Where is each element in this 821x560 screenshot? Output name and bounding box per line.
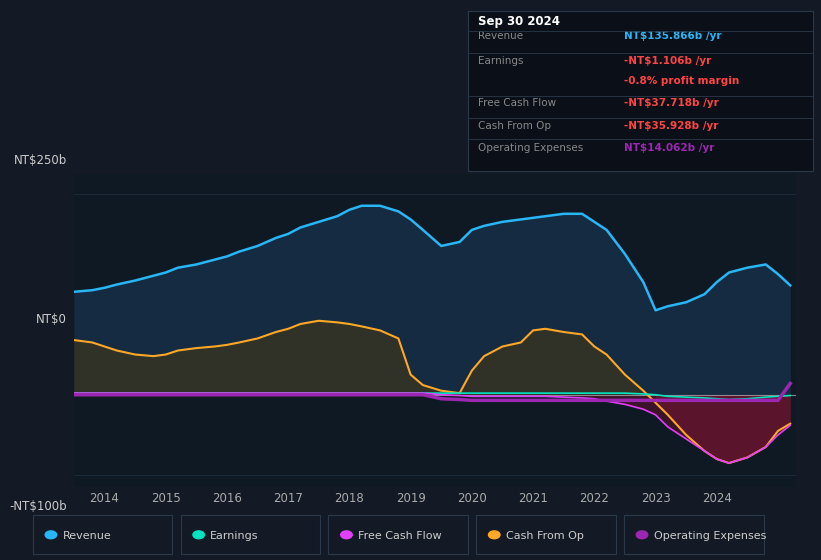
Text: Earnings: Earnings (478, 57, 523, 67)
Text: Operating Expenses: Operating Expenses (654, 531, 766, 542)
Text: Sep 30 2024: Sep 30 2024 (478, 15, 560, 28)
Text: -NT$37.718b /yr: -NT$37.718b /yr (624, 99, 718, 109)
Text: -0.8% profit margin: -0.8% profit margin (624, 76, 739, 86)
Text: Operating Expenses: Operating Expenses (478, 143, 583, 153)
Text: Revenue: Revenue (478, 31, 523, 41)
Text: Earnings: Earnings (210, 531, 259, 542)
Text: NT$0: NT$0 (36, 313, 67, 326)
Text: Cash From Op: Cash From Op (478, 121, 551, 131)
Text: Free Cash Flow: Free Cash Flow (358, 531, 442, 542)
Text: Revenue: Revenue (62, 531, 111, 542)
Text: Cash From Op: Cash From Op (506, 531, 584, 542)
Text: -NT$35.928b /yr: -NT$35.928b /yr (624, 121, 718, 131)
Text: -NT$100b: -NT$100b (9, 500, 67, 513)
Text: Free Cash Flow: Free Cash Flow (478, 99, 556, 109)
Text: NT$14.062b /yr: NT$14.062b /yr (624, 143, 714, 153)
Text: NT$135.866b /yr: NT$135.866b /yr (624, 31, 722, 41)
Text: NT$250b: NT$250b (13, 155, 67, 167)
Text: -NT$1.106b /yr: -NT$1.106b /yr (624, 57, 711, 67)
